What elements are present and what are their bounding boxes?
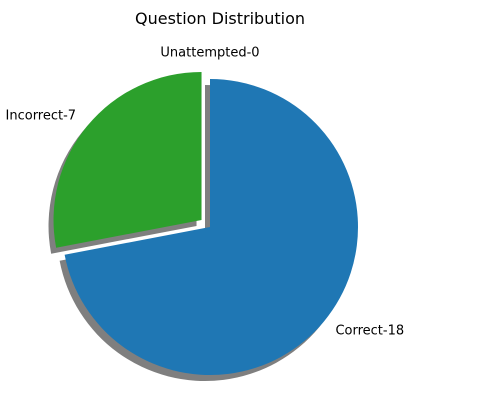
slice-label-unattempted-0: Unattempted-0 [160,46,259,61]
slice-label-incorrect-7: Incorrect-7 [6,109,77,124]
pie-slice-incorrect-7 [53,71,202,248]
pie-slice-correct-18 [64,79,358,376]
pie-label-layer: Correct-18 Incorrect-7 Unattempted-0 [6,46,405,339]
slice-label-correct-18: Correct-18 [335,323,404,338]
pie-slice-layer [53,71,358,376]
chart-title: Question Distribution [135,9,305,28]
